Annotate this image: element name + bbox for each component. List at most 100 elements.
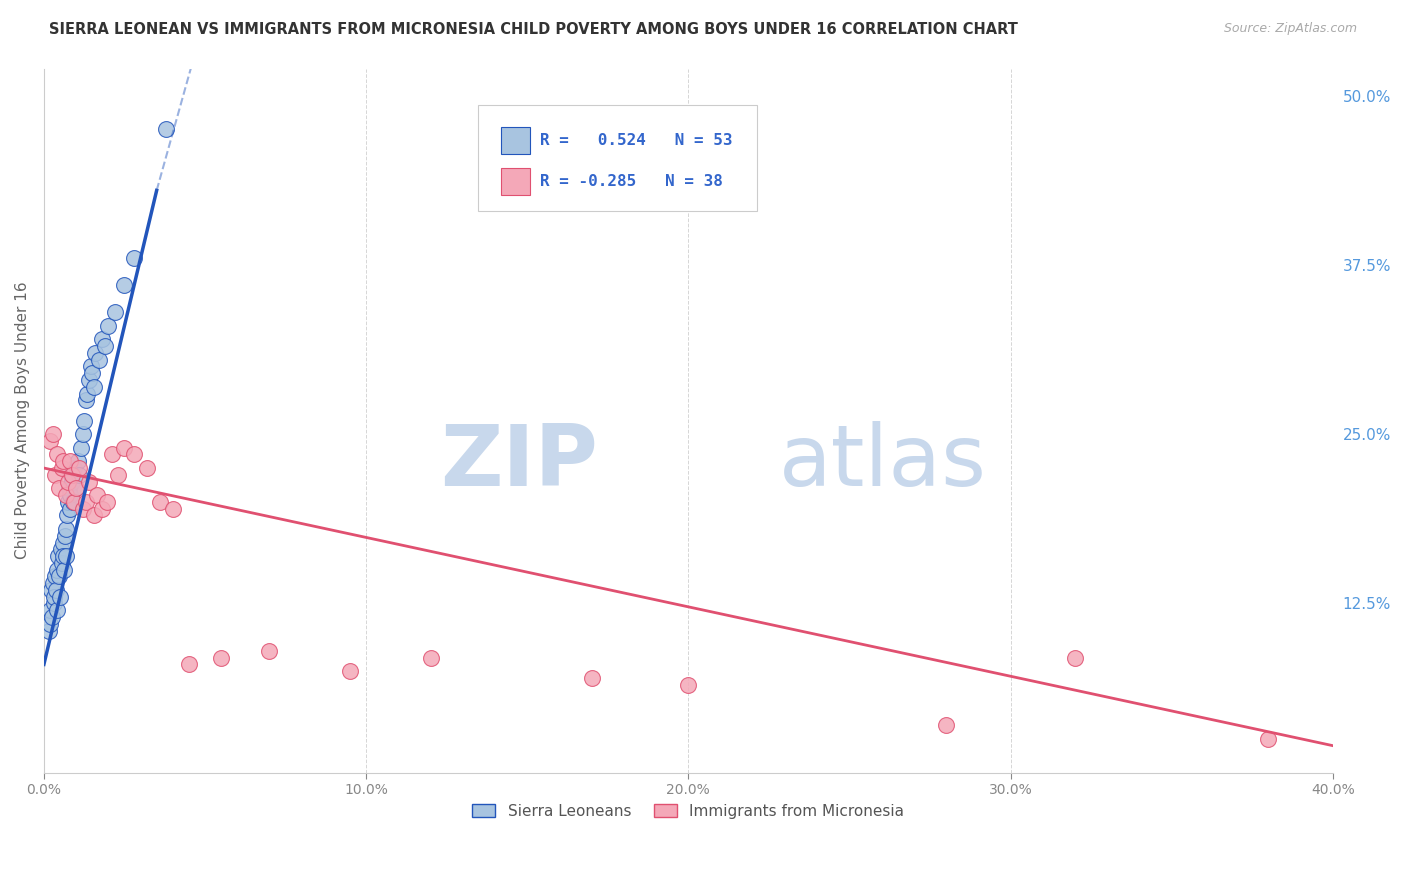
Point: [104, 305, 127, 319]
Point: [77, 475, 100, 489]
Point: [339, 664, 361, 678]
Point: [52, 454, 75, 468]
Point: [136, 461, 159, 475]
Point: [90, 501, 112, 516]
Point: [55, 549, 77, 563]
Point: [60, 467, 83, 482]
Point: [38, 624, 60, 638]
Text: SIERRA LEONEAN VS IMMIGRANTS FROM MICRONESIA CHILD POVERTY AMONG BOYS UNDER 16 C: SIERRA LEONEAN VS IMMIGRANTS FROM MICRON…: [49, 22, 1018, 37]
Point: [259, 644, 281, 658]
Point: [48, 549, 70, 563]
Point: [49, 590, 72, 604]
FancyBboxPatch shape: [502, 168, 530, 194]
Point: [75, 393, 97, 408]
Point: [97, 318, 120, 333]
Point: [94, 339, 117, 353]
Point: [41, 610, 63, 624]
Point: [935, 718, 957, 732]
Legend: Sierra Leoneans, Immigrants from Micronesia: Sierra Leoneans, Immigrants from Microne…: [467, 797, 910, 825]
Text: R = -0.285   N = 38: R = -0.285 N = 38: [540, 174, 723, 189]
Point: [177, 657, 200, 672]
Point: [114, 278, 136, 293]
Point: [56, 475, 79, 489]
Point: [162, 501, 184, 516]
Point: [678, 678, 700, 692]
Point: [581, 671, 603, 685]
Point: [62, 495, 84, 509]
Point: [79, 359, 101, 374]
Point: [39, 603, 62, 617]
Point: [52, 549, 75, 563]
Point: [46, 603, 69, 617]
Point: [83, 380, 105, 394]
Point: [107, 467, 129, 482]
Point: [87, 352, 110, 367]
Point: [209, 650, 232, 665]
Point: [155, 122, 177, 136]
Point: [45, 448, 67, 462]
Point: [59, 501, 82, 516]
Point: [100, 448, 122, 462]
Point: [84, 346, 107, 360]
Text: R =   0.524   N = 53: R = 0.524 N = 53: [540, 133, 733, 148]
Point: [77, 373, 100, 387]
Point: [90, 332, 112, 346]
Point: [65, 481, 87, 495]
Point: [56, 508, 79, 523]
Point: [67, 461, 90, 475]
Point: [55, 488, 77, 502]
Point: [44, 590, 66, 604]
Point: [67, 467, 90, 482]
Point: [58, 481, 80, 495]
Point: [48, 569, 70, 583]
Point: [65, 481, 87, 495]
Point: [38, 616, 60, 631]
Point: [114, 441, 136, 455]
FancyBboxPatch shape: [478, 105, 756, 211]
Point: [63, 461, 86, 475]
Point: [72, 501, 94, 516]
Point: [86, 488, 108, 502]
Y-axis label: Child Poverty Among Boys Under 16: Child Poverty Among Boys Under 16: [15, 282, 30, 559]
Point: [39, 434, 62, 448]
Point: [59, 488, 82, 502]
Point: [60, 467, 83, 482]
Point: [42, 576, 65, 591]
Point: [72, 427, 94, 442]
Point: [73, 414, 96, 428]
Text: Source: ZipAtlas.com: Source: ZipAtlas.com: [1223, 22, 1357, 36]
Point: [52, 535, 75, 549]
Point: [45, 563, 67, 577]
Point: [75, 495, 97, 509]
Point: [149, 495, 172, 509]
Point: [83, 508, 105, 523]
Point: [122, 448, 145, 462]
Point: [44, 467, 66, 482]
Point: [1064, 650, 1087, 665]
Point: [122, 251, 145, 265]
Point: [42, 597, 65, 611]
Point: [1257, 731, 1279, 746]
Point: [52, 563, 75, 577]
Point: [49, 542, 72, 557]
Point: [39, 582, 62, 597]
Point: [55, 522, 77, 536]
Point: [70, 441, 93, 455]
Point: [51, 556, 73, 570]
Point: [60, 475, 83, 489]
Text: atlas: atlas: [779, 421, 987, 504]
Text: ZIP: ZIP: [440, 421, 598, 504]
Point: [51, 461, 73, 475]
Point: [42, 427, 65, 442]
Point: [45, 582, 67, 597]
Point: [76, 386, 98, 401]
Point: [63, 495, 86, 509]
FancyBboxPatch shape: [502, 128, 530, 154]
Point: [96, 495, 118, 509]
Point: [48, 481, 70, 495]
Point: [419, 650, 441, 665]
Point: [53, 529, 76, 543]
Point: [66, 454, 89, 468]
Point: [59, 454, 82, 468]
Point: [56, 495, 79, 509]
